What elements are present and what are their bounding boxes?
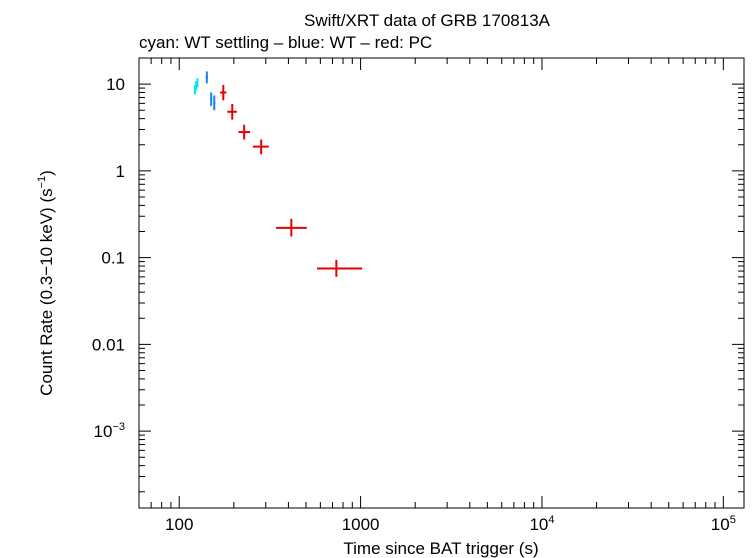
series-wt	[205, 71, 216, 111]
data-points	[193, 71, 363, 277]
x-tick-label: 105	[711, 514, 736, 534]
data-point	[317, 259, 363, 277]
y-axis-label: Count Rate (0.3−10 keV) (s−1)	[36, 170, 56, 396]
data-point	[276, 218, 307, 237]
y-tick-label: 0.01	[92, 335, 125, 354]
y-tick-labels: 10 1 0.1 0.01 10−3	[92, 75, 125, 441]
data-point	[213, 95, 216, 111]
data-point	[227, 103, 237, 120]
x-tick-label: 1000	[342, 515, 380, 534]
data-point	[205, 71, 208, 84]
data-point	[210, 92, 213, 106]
y-axis-label-main: Count Rate (0.3−10 keV) (s	[37, 188, 56, 395]
x-tick-labels: 100 1000 104 105	[165, 514, 736, 534]
series-pc	[220, 84, 363, 277]
x-axis-label: Time since BAT trigger (s)	[343, 539, 538, 558]
x-tick-label: 104	[529, 514, 554, 534]
y-tick-label: 0.1	[101, 249, 125, 268]
plot-frame	[138, 57, 745, 509]
data-point	[252, 139, 269, 155]
data-point	[220, 84, 227, 101]
chart-title: Swift/XRT data of GRB 170813A	[304, 11, 551, 30]
data-point	[238, 124, 251, 140]
y-tick-label: 10−3	[94, 421, 125, 441]
series-wt-settling	[193, 78, 199, 95]
y-axis-label-exponent: −1	[36, 176, 48, 189]
y-axis-label-tail: )	[37, 170, 56, 176]
y-tick-label: 1	[116, 162, 125, 181]
data-point	[196, 78, 199, 88]
y-tick-label: 10	[106, 75, 125, 94]
chart-subtitle: cyan: WT settling – blue: WT – red: PC	[139, 33, 432, 52]
x-tick-label: 100	[165, 515, 193, 534]
axis-ticks	[138, 57, 744, 508]
